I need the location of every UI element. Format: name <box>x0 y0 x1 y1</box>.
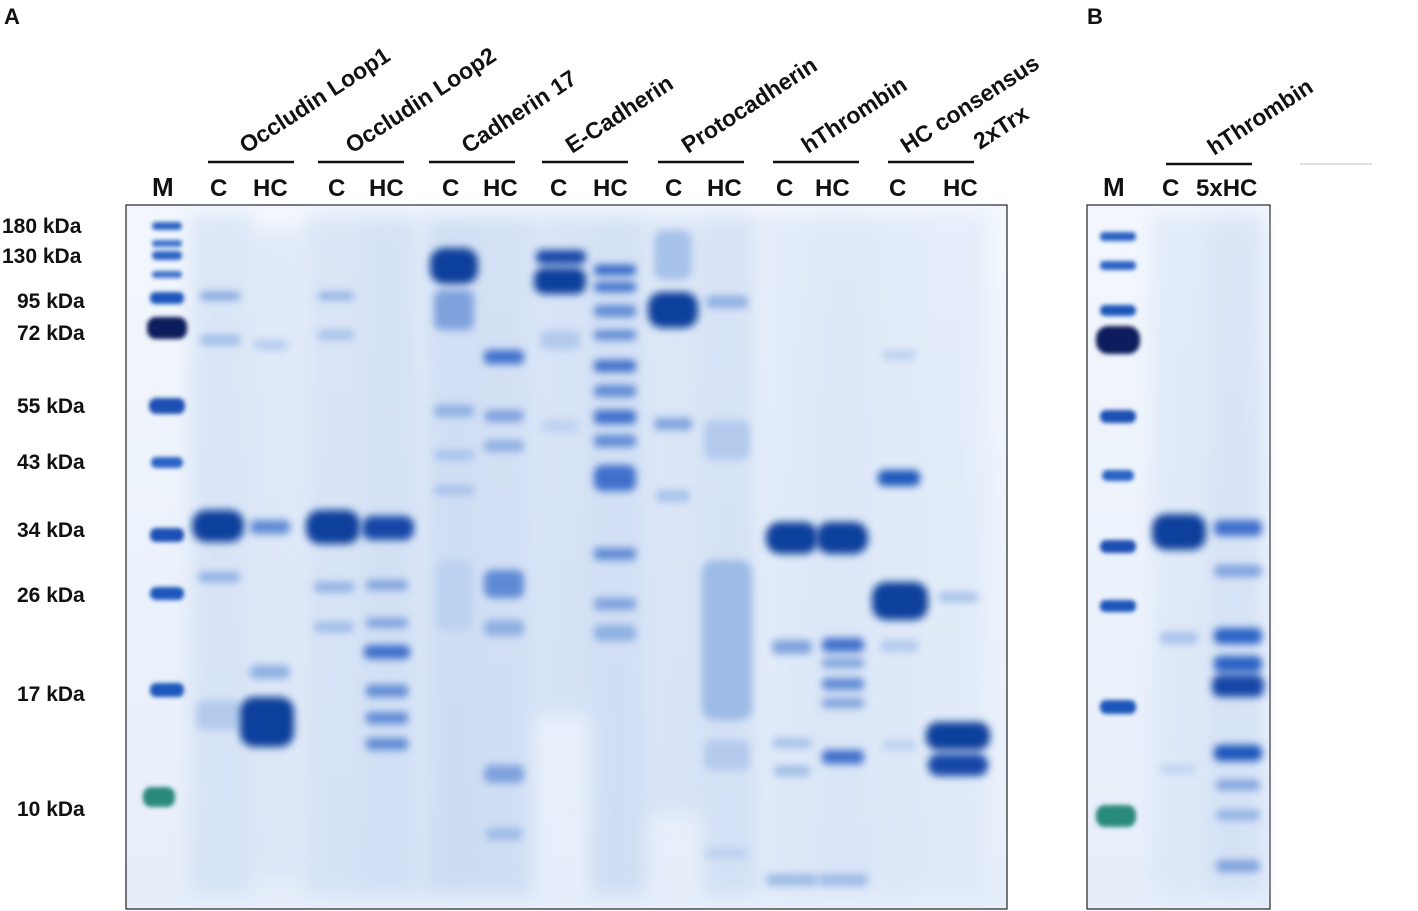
lane-label-occ2-hc: HC <box>369 175 404 202</box>
lane-smears-b <box>1152 215 1264 895</box>
lane-label-pcad-hc: HC <box>707 175 742 202</box>
lane-labels-a: C HC C HC C HC C HC C HC C HC C HC <box>210 175 978 202</box>
lane-label-ecad-hc: HC <box>593 175 628 202</box>
panel-b: B <box>1086 4 1372 910</box>
lane-label-pcad-c: C <box>665 175 682 202</box>
marker-labels-a: 180 kDa 130 kDa 95 kDa 72 kDa 55 kDa 43 … <box>2 215 85 821</box>
bands-b <box>1152 514 1264 872</box>
marker-label-130: 130 kDa <box>2 245 82 268</box>
marker-label-95: 95 kDa <box>17 290 85 313</box>
lane-label-hthr-c: C <box>776 175 793 202</box>
panel-b-letter: B <box>1087 4 1103 29</box>
marker-lane-label-a: M <box>152 172 174 202</box>
marker-label-17: 17 kDa <box>17 683 85 706</box>
panel-a: A <box>2 4 1044 910</box>
marker-lane-b <box>1096 232 1140 827</box>
lane-label-hccons-c: C <box>889 175 906 202</box>
lane-label-occ1-hc: HC <box>253 175 288 202</box>
marker-label-55: 55 kDa <box>17 395 85 418</box>
lane-label-cad17-c: C <box>442 175 459 202</box>
lane-label-hthr-hc: HC <box>815 175 850 202</box>
marker-label-26: 26 kDa <box>17 584 85 607</box>
lane-label-ecad-c: C <box>550 175 567 202</box>
lane-label-hccons-hc: HC <box>943 175 978 202</box>
lane-label-cad17-hc: HC <box>483 175 518 202</box>
panel-a-letter: A <box>4 4 20 29</box>
marker-label-10: 10 kDa <box>17 798 85 821</box>
marker-label-43: 43 kDa <box>17 451 85 474</box>
marker-label-180: 180 kDa <box>2 215 82 238</box>
bands-a <box>192 230 990 886</box>
group-title-hthrombin-a: hThrombin <box>797 71 912 158</box>
lane-smears-a <box>190 215 986 895</box>
group-titles-a: Occludin Loop1 Occludin Loop2 Cadherin 1… <box>235 42 1044 159</box>
marker-label-34: 34 kDa <box>17 519 85 542</box>
marker-lane-a <box>143 222 187 807</box>
lane-label-b-5xhc: 5xHC <box>1196 175 1257 202</box>
group-title-hthrombin-b: hThrombin <box>1203 73 1318 160</box>
lane-label-b-c: C <box>1162 175 1179 202</box>
lane-label-occ1-c: C <box>210 175 227 202</box>
marker-lane-label-b: M <box>1103 172 1125 202</box>
lane-label-occ2-c: C <box>328 175 345 202</box>
marker-label-72: 72 kDa <box>17 322 85 345</box>
